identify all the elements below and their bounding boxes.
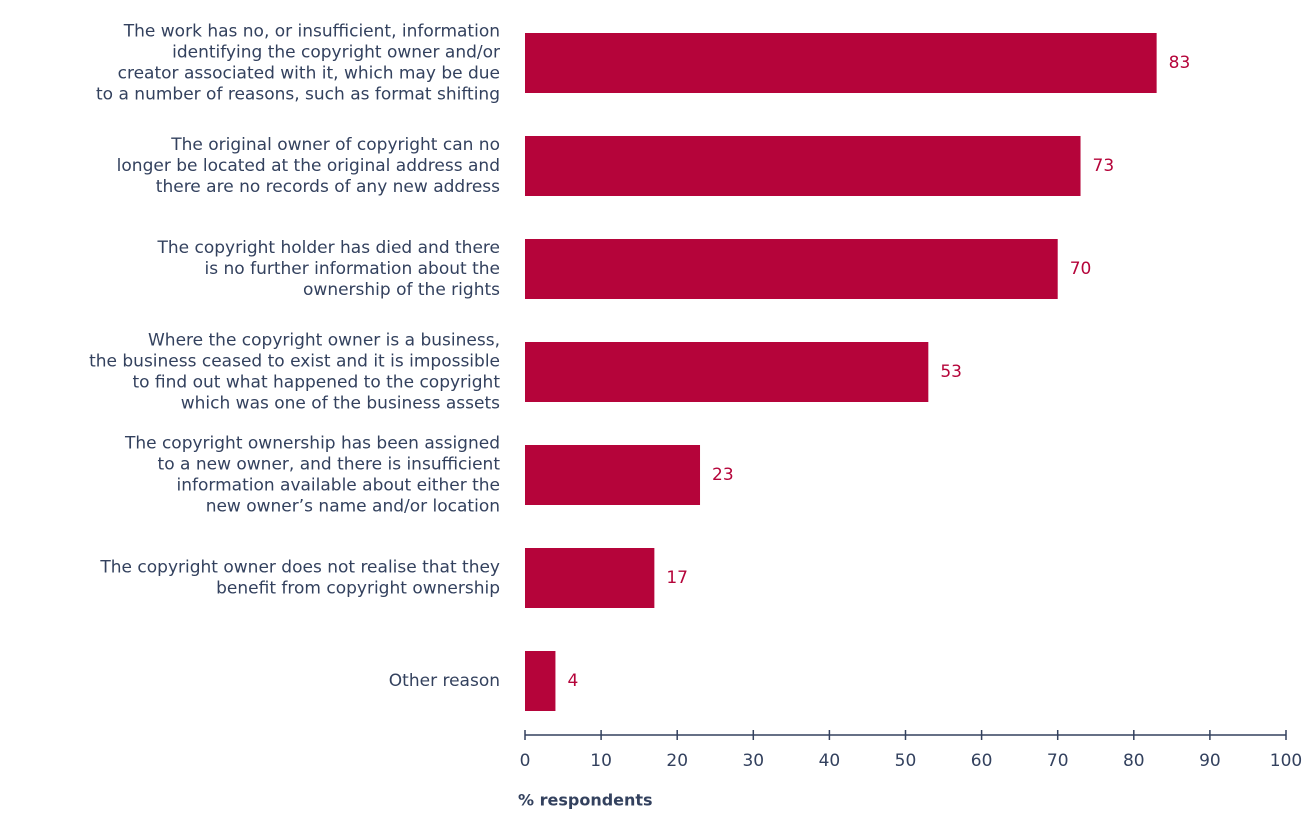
category-label: Where the copyright owner is a business,… — [89, 331, 500, 414]
bar — [525, 33, 1157, 93]
x-tick-label: 20 — [666, 751, 688, 771]
value-label: 53 — [940, 362, 962, 382]
x-tick-label: 50 — [895, 751, 917, 771]
category-label: The copyright owner does not realise tha… — [99, 558, 500, 599]
x-tick-label: 70 — [1047, 751, 1069, 771]
x-tick-label: 60 — [971, 751, 993, 771]
category-label: The work has no, or insufficient, inform… — [96, 22, 500, 105]
value-label: 23 — [712, 465, 734, 485]
bar — [525, 342, 929, 402]
bar — [525, 239, 1058, 299]
category-label: The original owner of copyright can no lo… — [117, 135, 500, 197]
value-label: 83 — [1169, 53, 1191, 73]
x-tick-label: 100 — [1270, 751, 1302, 771]
bar — [525, 445, 701, 505]
x-tick-label: 80 — [1123, 751, 1145, 771]
bar — [525, 136, 1081, 196]
x-tick-label: 30 — [742, 751, 764, 771]
x-axis-label: % respondents — [518, 791, 653, 810]
value-label: 73 — [1093, 156, 1115, 176]
bar — [525, 548, 655, 608]
value-label: 4 — [567, 671, 578, 691]
x-tick-label: 40 — [819, 751, 841, 771]
x-tick-label: 90 — [1199, 751, 1221, 771]
bar — [525, 651, 556, 711]
x-tick-label: 0 — [520, 751, 531, 771]
x-tick-label: 10 — [590, 751, 612, 771]
category-label: The copyright holder has died and there i… — [157, 238, 501, 300]
category-label: The copyright ownership has been assigne… — [124, 434, 500, 517]
category-label: Other reason — [389, 671, 500, 691]
value-label: 70 — [1070, 259, 1092, 279]
value-label: 17 — [666, 568, 688, 588]
